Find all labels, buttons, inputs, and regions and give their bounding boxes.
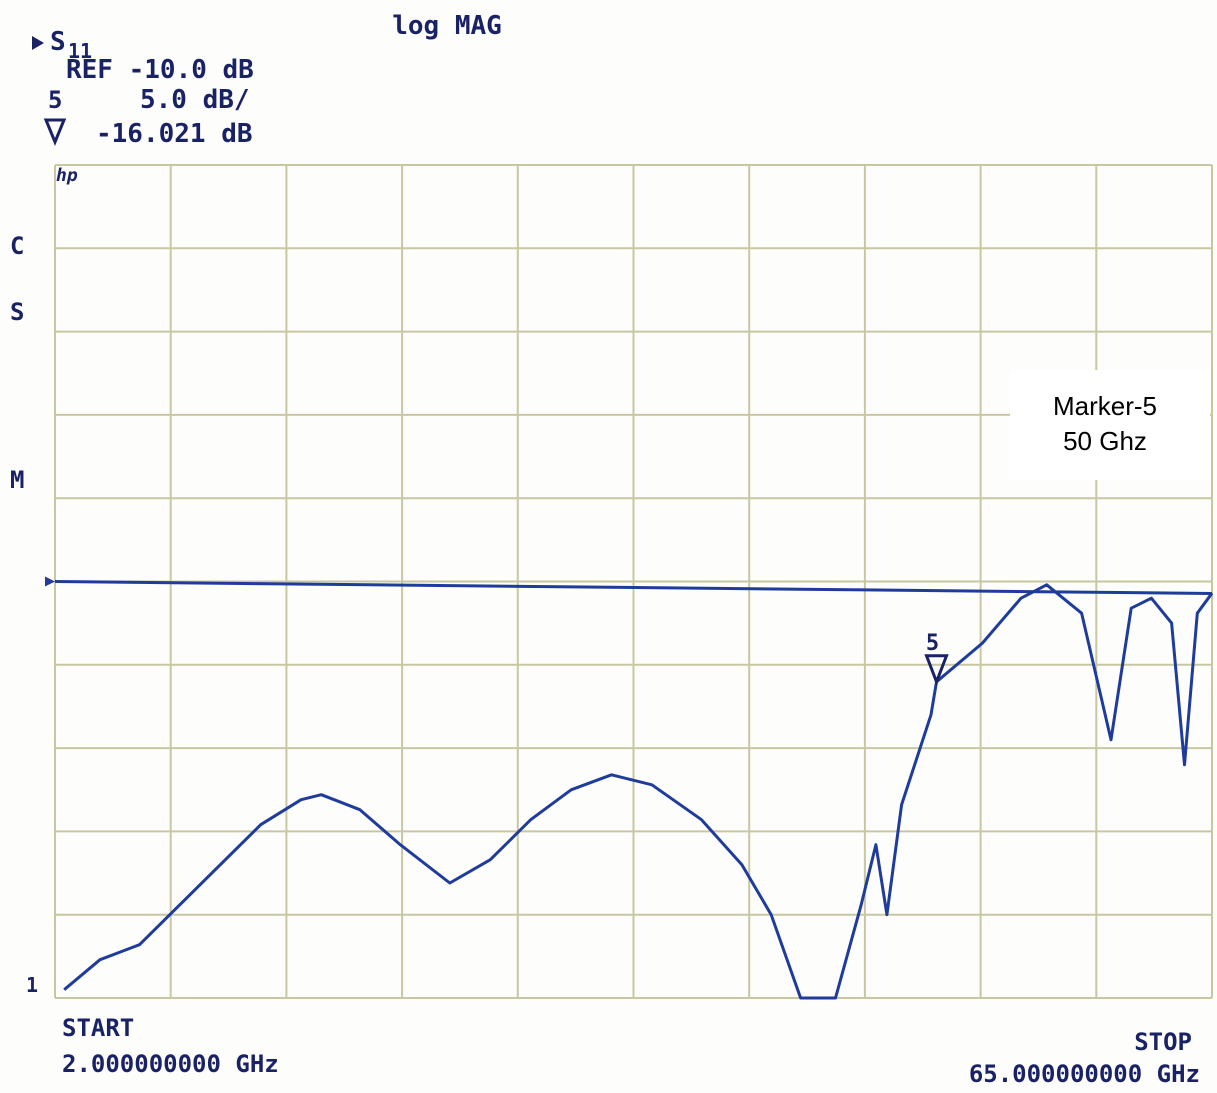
channel-sub: 11 (68, 39, 92, 63)
stop-label: STOP (1134, 1028, 1192, 1056)
trace (63, 583, 1214, 1000)
start-label: START (62, 1014, 134, 1042)
softkey: M (10, 466, 24, 494)
start-value: 2.000000000 GHz (62, 1050, 279, 1078)
softkey: C (10, 232, 24, 260)
scale-marker: 5 (48, 86, 62, 114)
reference-line (54, 580, 1213, 595)
annotation: 50 Ghz (1063, 426, 1147, 456)
channel: S (50, 27, 66, 57)
marker-label: 5 (926, 631, 939, 656)
scale-text: 5.0 dB/ (140, 85, 250, 115)
reference-pointer (45, 576, 55, 587)
annotation: Marker-5 (1053, 391, 1157, 421)
marker-symbol (43, 118, 67, 146)
logo: hp (56, 165, 78, 186)
stop-value: 65.000000000 GHz (969, 1060, 1200, 1088)
annotation-box (1010, 370, 1210, 480)
marker (924, 654, 949, 686)
trace-label: 1 (26, 973, 38, 997)
softkey: S (10, 298, 24, 326)
ref-text: REF -10.0 dB (66, 55, 254, 85)
active-indicator (32, 36, 44, 50)
marker-readout: -16.021 dB (96, 119, 253, 149)
chart-title: log MAG (392, 11, 502, 41)
